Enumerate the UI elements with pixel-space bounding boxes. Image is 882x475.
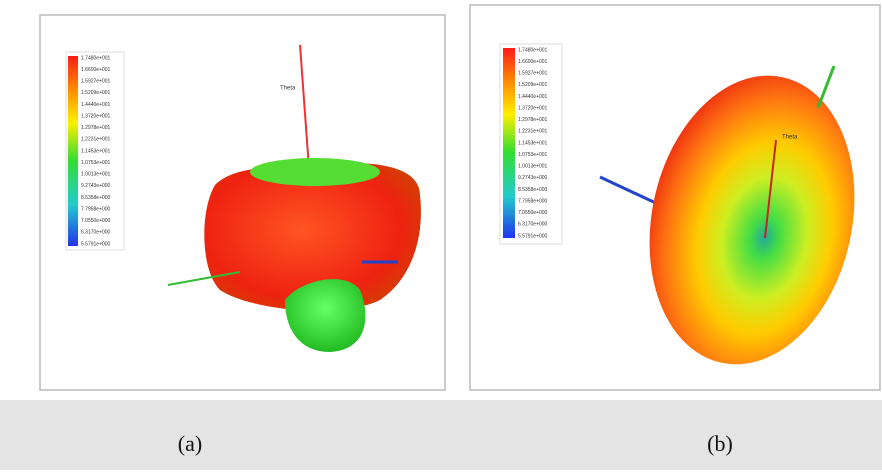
legend-label: 7.7958e+000	[518, 198, 548, 204]
legend-label: 1.2231e+001	[518, 129, 548, 135]
axis-label: Theta	[280, 86, 296, 92]
legend-label: 1.5209e+001	[518, 82, 548, 88]
bottom-band	[0, 400, 882, 470]
legend-label: 8.5358e+000	[518, 187, 548, 193]
legend-label: 1.5927e+001	[81, 79, 111, 85]
legend-label: 1.5927e+001	[518, 71, 548, 77]
legend-label: 9.2743e+000	[518, 175, 548, 181]
figure: (a) (b) Theta Theta 1.7480e+001 1.6600e+0…	[0, 0, 882, 470]
legend-label: 1.5209e+001	[81, 90, 111, 96]
legend-label: 1.4440e+001	[518, 94, 548, 100]
page: (a) (b) Theta Theta 1.7480e+001 1.6600e+0…	[0, 0, 882, 470]
legend-label: 1.0013e+001	[81, 172, 111, 178]
legend-label: 1.7480e+001	[518, 47, 548, 53]
legend-label: 1.3720e+001	[81, 113, 111, 119]
caption: (b)	[707, 431, 733, 456]
pattern-top	[250, 158, 380, 186]
legend-bar	[68, 56, 78, 246]
legend-label: 8.5358e+000	[81, 195, 111, 201]
axis-label: Theta	[782, 135, 798, 141]
legend-label: 7.7958e+000	[81, 206, 111, 212]
legend-label: 1.0013e+001	[518, 164, 548, 170]
legend-label: 1.2231e+001	[81, 137, 111, 143]
legend-label: 9.2743e+000	[81, 183, 111, 189]
legend-label: 1.4440e+001	[81, 102, 111, 108]
legend-bar	[503, 48, 515, 238]
legend-label: 1.2978e+001	[81, 125, 111, 131]
legend-label: 7.0550e+000	[518, 210, 548, 216]
legend-label: 1.3720e+001	[518, 105, 548, 111]
legend-label: 1.2978e+001	[518, 117, 548, 123]
legend-label: 6.3170e+000	[518, 222, 548, 228]
legend-label: 1.1453e+001	[518, 140, 548, 146]
legend-label: 1.1453e+001	[81, 148, 111, 154]
legend-label: 6.3170e+000	[81, 230, 111, 236]
legend-label: 1.0753e+001	[518, 152, 548, 158]
legend-label: 7.0550e+000	[81, 218, 111, 224]
legend-label: 1.0753e+001	[81, 160, 111, 166]
legend-label: 5.5791e+000	[81, 241, 111, 247]
legend-label: 1.6600e+001	[518, 59, 548, 65]
caption: (a)	[178, 431, 202, 456]
legend-label: 5.5791e+000	[518, 233, 548, 239]
legend-label: 1.6600e+001	[81, 67, 111, 73]
legend-label: 1.7480e+001	[81, 55, 111, 61]
